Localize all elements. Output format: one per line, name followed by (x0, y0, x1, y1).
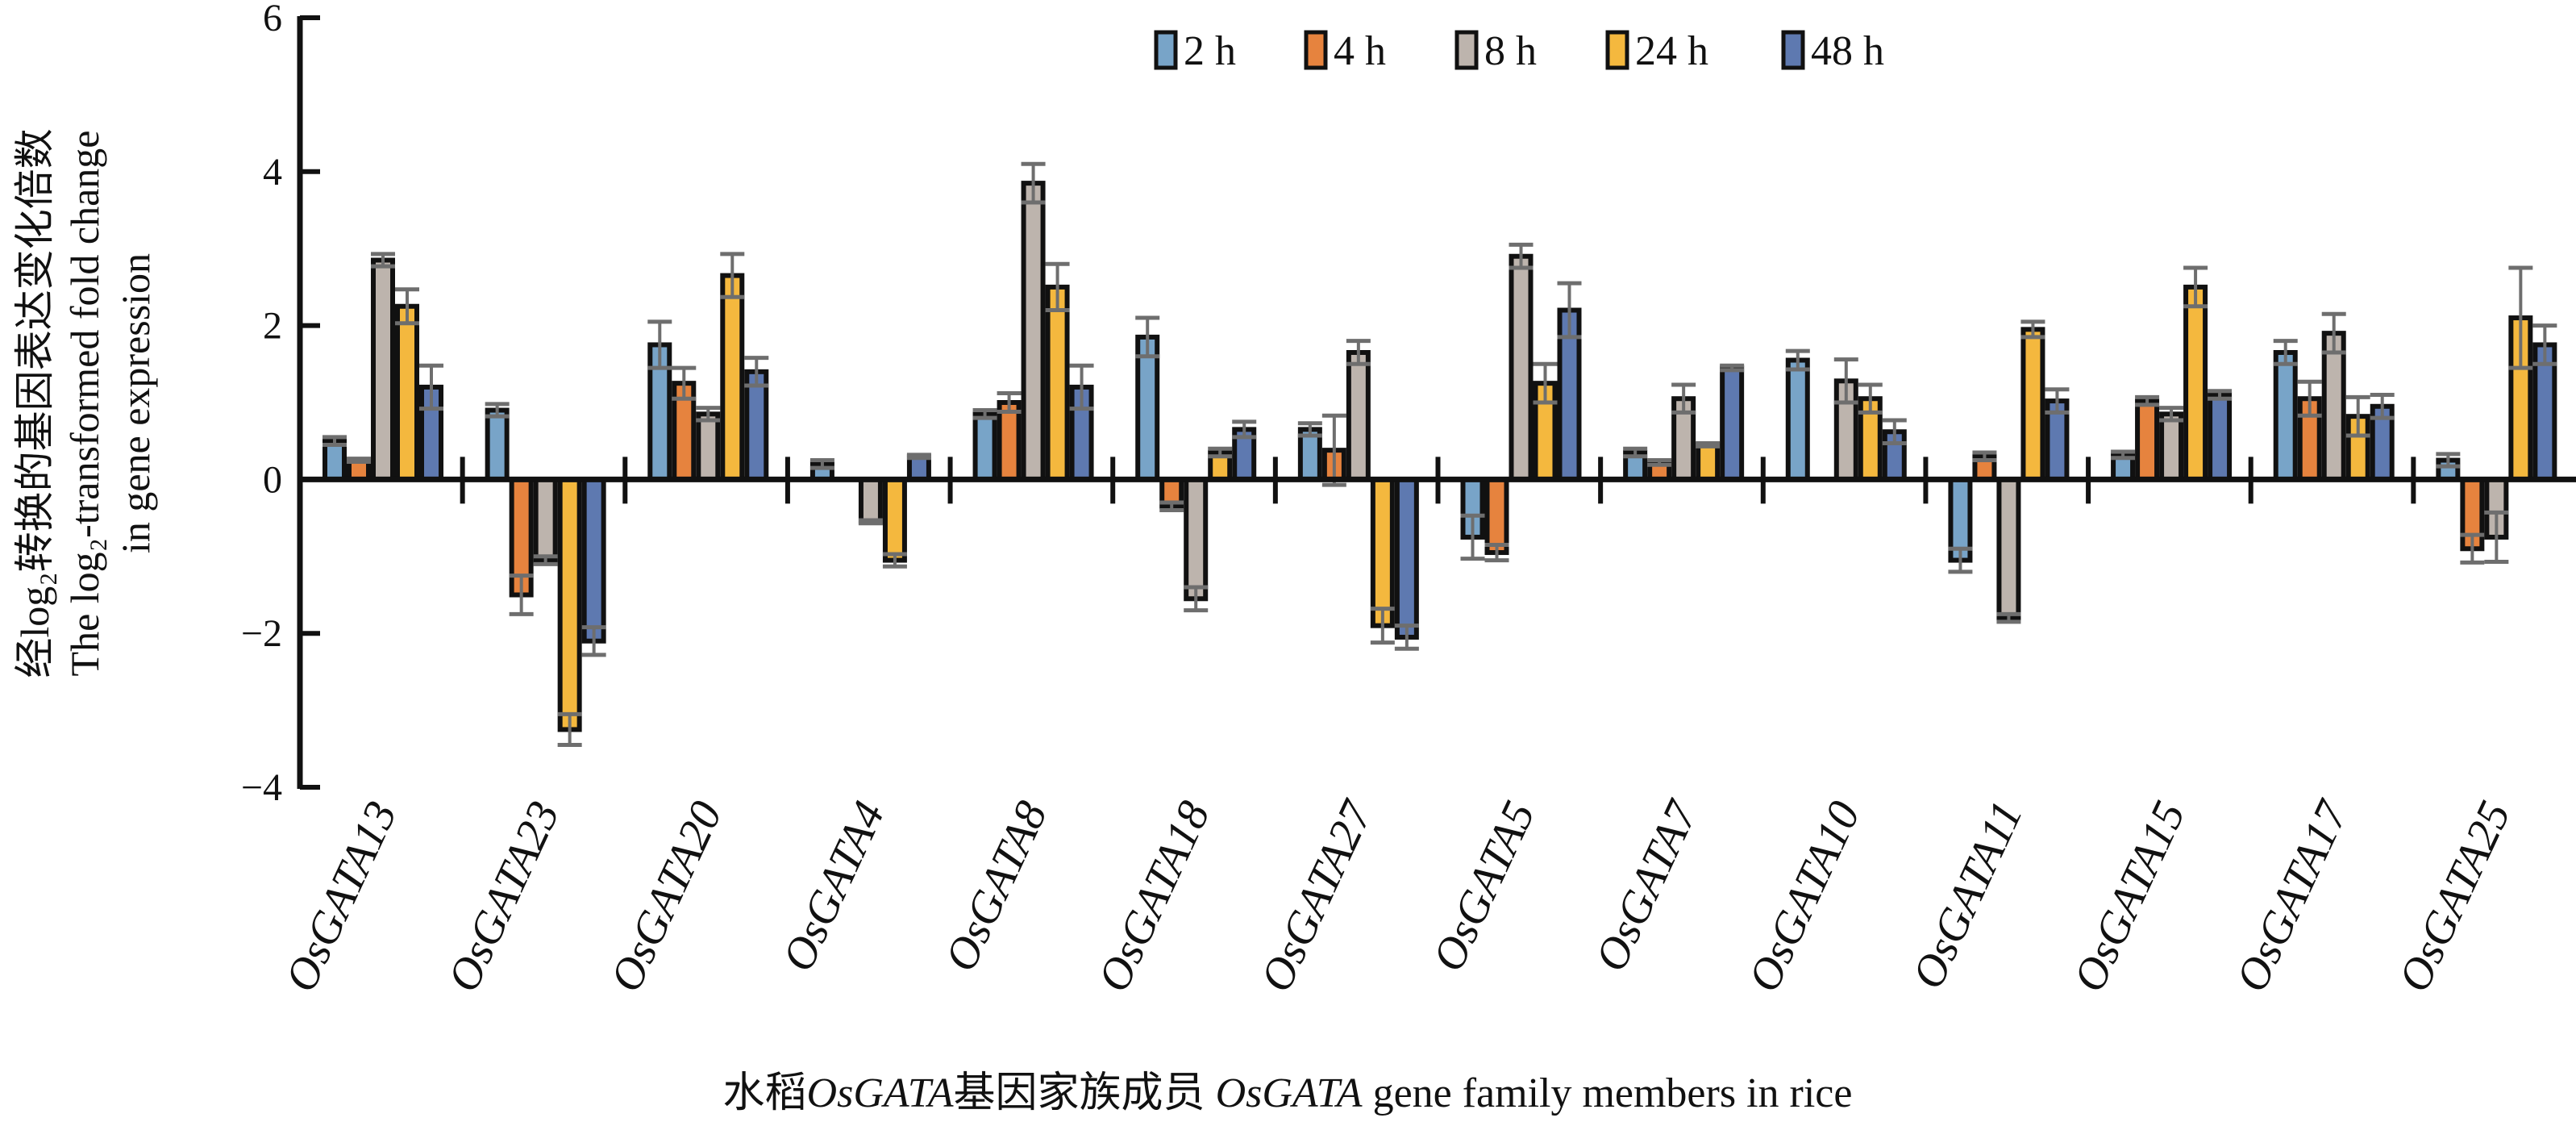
bar (972, 411, 997, 482)
bar (1021, 181, 1046, 482)
bar (395, 303, 419, 482)
bar (1484, 477, 1509, 556)
bar (1346, 349, 1371, 482)
y-axis: −4 −2 0 2 4 6 (241, 0, 320, 809)
x-axis-title-cn: 水稻 (723, 1070, 807, 1116)
legend-swatch (1454, 30, 1479, 70)
bar (2183, 284, 2208, 482)
legend-label: 48 h (1811, 28, 1884, 74)
x-tick-label: OsGATA11 (1903, 794, 2033, 996)
x-tick-label: OsGATA7 (1586, 792, 1708, 978)
bar (997, 400, 1022, 482)
bar (1370, 477, 1395, 628)
bar (2273, 349, 2298, 482)
y-tick-label: −2 (241, 612, 282, 655)
bar (533, 477, 558, 563)
bar (858, 477, 883, 524)
y-tick-label: −4 (241, 766, 282, 809)
bar (2321, 331, 2346, 482)
bar (1720, 365, 1745, 482)
bar (1509, 253, 1534, 482)
x-tick-label: OsGATA17 (2227, 792, 2359, 999)
bar (557, 477, 582, 732)
x-tick-label: OsGATA4 (773, 794, 895, 978)
y-tick-label: 2 (263, 305, 282, 348)
bar (882, 477, 907, 563)
bar (696, 411, 721, 482)
x-tick-label: OsGATA10 (1739, 794, 1871, 999)
y-axis-title-en-line2: in gene expression (113, 253, 158, 553)
bar (581, 477, 606, 644)
y-axis-title-cn: 经log₂转换的基因表达变化倍数 (12, 128, 57, 678)
x-axis-title-italic-2: OsGATA (1216, 1070, 1363, 1116)
bar (2159, 411, 2184, 482)
x-tick-label: OsGATA8 (935, 794, 1057, 978)
legend-swatch (1605, 30, 1629, 70)
x-tick-label: OsGATA25 (2389, 794, 2520, 999)
x-tick-label: OsGATA23 (439, 794, 570, 999)
bar (1696, 442, 1721, 482)
x-tick-label: OsGATA15 (2064, 794, 2195, 999)
y-tick-label: 6 (263, 0, 282, 40)
legend-swatch (1154, 30, 1178, 70)
x-axis-title-en: gene family members in rice (1363, 1070, 1853, 1116)
y-axis-title: 经log₂转换的基因表达变化倍数 The log₂-transformed fo… (12, 128, 158, 678)
y-axis-title-en-line1: The log₂-transformed fold change (62, 131, 107, 677)
x-tick-label: OsGATA13 (276, 794, 407, 999)
bar (371, 257, 395, 482)
x-tick-label: OsGATA5 (1423, 794, 1545, 978)
bar (2135, 398, 2160, 482)
bar (2020, 327, 2045, 482)
bar (485, 407, 510, 482)
bar (720, 273, 745, 482)
bar (1135, 334, 1160, 482)
y-tick-label: 0 (263, 458, 282, 501)
bar (1394, 477, 1419, 640)
x-axis-title-cn-2: 基因家族成员 (954, 1070, 1216, 1116)
bar (2208, 392, 2233, 482)
x-axis-title: 水稻OsGATA基因家族成员 OsGATA gene family member… (723, 1070, 1853, 1116)
bar (1785, 357, 1810, 482)
bar (1996, 477, 2021, 621)
bar (1184, 477, 1209, 602)
x-tick-label: OsGATA18 (1088, 794, 1220, 999)
bars-group (323, 161, 2557, 748)
legend-label: 8 h (1484, 28, 1537, 74)
legend: 2 h 4 h 8 h 24 h 48 h (1154, 28, 1884, 74)
legend-label: 4 h (1334, 28, 1386, 74)
x-tick-label: OsGATA27 (1251, 792, 1384, 999)
bar (1045, 284, 1070, 482)
legend-label: 24 h (1635, 28, 1708, 74)
legend-swatch (1781, 30, 1805, 70)
bar (744, 369, 769, 482)
legend-label: 2 h (1184, 28, 1236, 74)
legend-swatch (1304, 30, 1328, 70)
x-axis-title-italic-1: OsGATA (807, 1070, 954, 1116)
x-tick-label: OsGATA20 (601, 794, 732, 999)
y-tick-label: 4 (263, 151, 282, 194)
x-axis: OsGATA13 OsGATA23 OsGATA20 OsGATA4 OsGATA8 Os… (276, 457, 2576, 999)
